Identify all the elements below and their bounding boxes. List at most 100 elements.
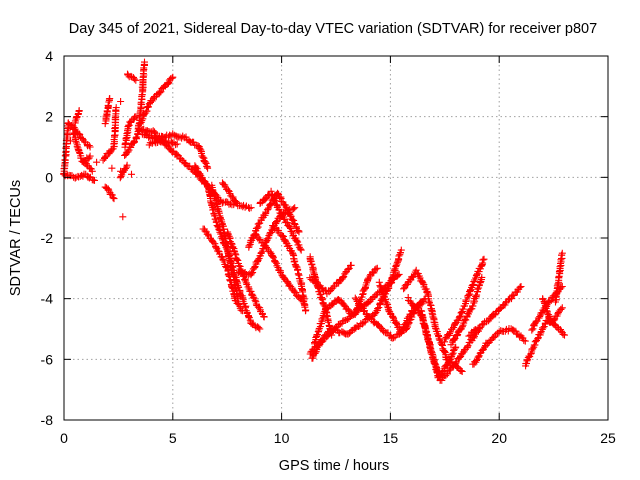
data-point: [75, 107, 83, 115]
data-point: [101, 154, 109, 161]
data-point: [529, 325, 537, 333]
data-point: [229, 244, 237, 251]
data-point: [392, 262, 400, 269]
data-point: [318, 296, 326, 304]
data-point: [197, 146, 205, 154]
data-point: [109, 194, 117, 202]
data-point: [458, 368, 466, 375]
data-point: [108, 164, 116, 172]
data-point: [193, 165, 201, 173]
data-point: [452, 359, 460, 367]
data-point: [324, 318, 332, 326]
data-point: [173, 140, 181, 148]
data-point: [238, 307, 246, 315]
data-point: [242, 304, 249, 312]
data-point: [145, 103, 152, 111]
data-point: [320, 301, 328, 309]
data-point: [344, 265, 352, 273]
data-point: [168, 74, 176, 82]
data-point: [478, 273, 486, 281]
data-point: [141, 58, 148, 66]
data-point: [273, 218, 280, 225]
data-point: [132, 113, 140, 121]
data-point: [423, 287, 431, 295]
data-point: [352, 309, 360, 317]
data-point: [86, 152, 94, 160]
data-point: [550, 316, 558, 324]
data-point: [527, 350, 535, 358]
x-tick-label: 25: [600, 430, 616, 446]
data-point: [111, 132, 118, 140]
data-point: [179, 132, 187, 140]
data-point: [558, 249, 566, 257]
data-point: [418, 312, 426, 320]
data-point: [212, 243, 220, 251]
data-point: [528, 326, 536, 334]
data-point: [419, 298, 427, 306]
y-tick-label: 4: [45, 48, 53, 64]
data-point: [223, 263, 231, 271]
data-point: [419, 279, 427, 287]
data-point: [441, 347, 449, 355]
data-point: [456, 312, 464, 320]
data-point: [536, 313, 544, 321]
data-point: [249, 269, 257, 277]
data-point: [290, 205, 298, 213]
y-tick-label: -8: [41, 412, 54, 428]
data-point: [402, 320, 410, 328]
data-point: [558, 304, 566, 312]
data-point: [385, 283, 393, 291]
data-point: [275, 206, 283, 214]
data-point: [237, 306, 245, 314]
data-point: [470, 278, 478, 286]
data-point: [123, 161, 131, 169]
data-point: [251, 296, 259, 304]
data-point: [105, 98, 113, 106]
data-point: [121, 140, 129, 148]
data-point: [443, 370, 451, 378]
data-point: [256, 325, 264, 333]
data-point: [373, 264, 381, 272]
data-point: [257, 249, 265, 257]
data-point: [111, 125, 119, 132]
data-point: [264, 205, 272, 213]
data-point: [353, 305, 361, 313]
data-point: [263, 235, 271, 243]
data-point: [335, 321, 343, 329]
data-point: [457, 367, 465, 375]
data-point: [154, 139, 162, 146]
data-point: [421, 324, 429, 332]
data-point: [201, 158, 209, 166]
data-point: [472, 358, 480, 366]
data-point: [220, 225, 227, 233]
y-axis-label: SDTVAR / TECUs: [8, 180, 24, 296]
data-point: [481, 343, 489, 351]
data-point: [271, 197, 279, 205]
data-point: [479, 256, 487, 264]
data-point: [267, 191, 275, 199]
data-point: [504, 296, 512, 304]
data-point: [517, 283, 525, 290]
data-point: [452, 343, 460, 351]
data-point: [124, 148, 132, 156]
data-point: [314, 341, 322, 349]
data-point: [294, 270, 302, 278]
data-point: [199, 153, 207, 161]
data-point: [216, 214, 224, 222]
data-point: [192, 163, 200, 171]
data-point: [465, 332, 473, 340]
data-point: [266, 248, 274, 256]
data-point: [296, 245, 304, 253]
data-point: [529, 345, 537, 353]
data-point: [374, 305, 382, 312]
data-point: [71, 130, 78, 138]
data-point: [88, 167, 96, 175]
data-point: [271, 258, 279, 266]
data-point: [380, 328, 388, 336]
data-point: [448, 350, 456, 358]
data-point: [395, 252, 403, 260]
data-point: [117, 98, 125, 105]
data-point: [434, 372, 442, 379]
data-point: [523, 357, 531, 365]
